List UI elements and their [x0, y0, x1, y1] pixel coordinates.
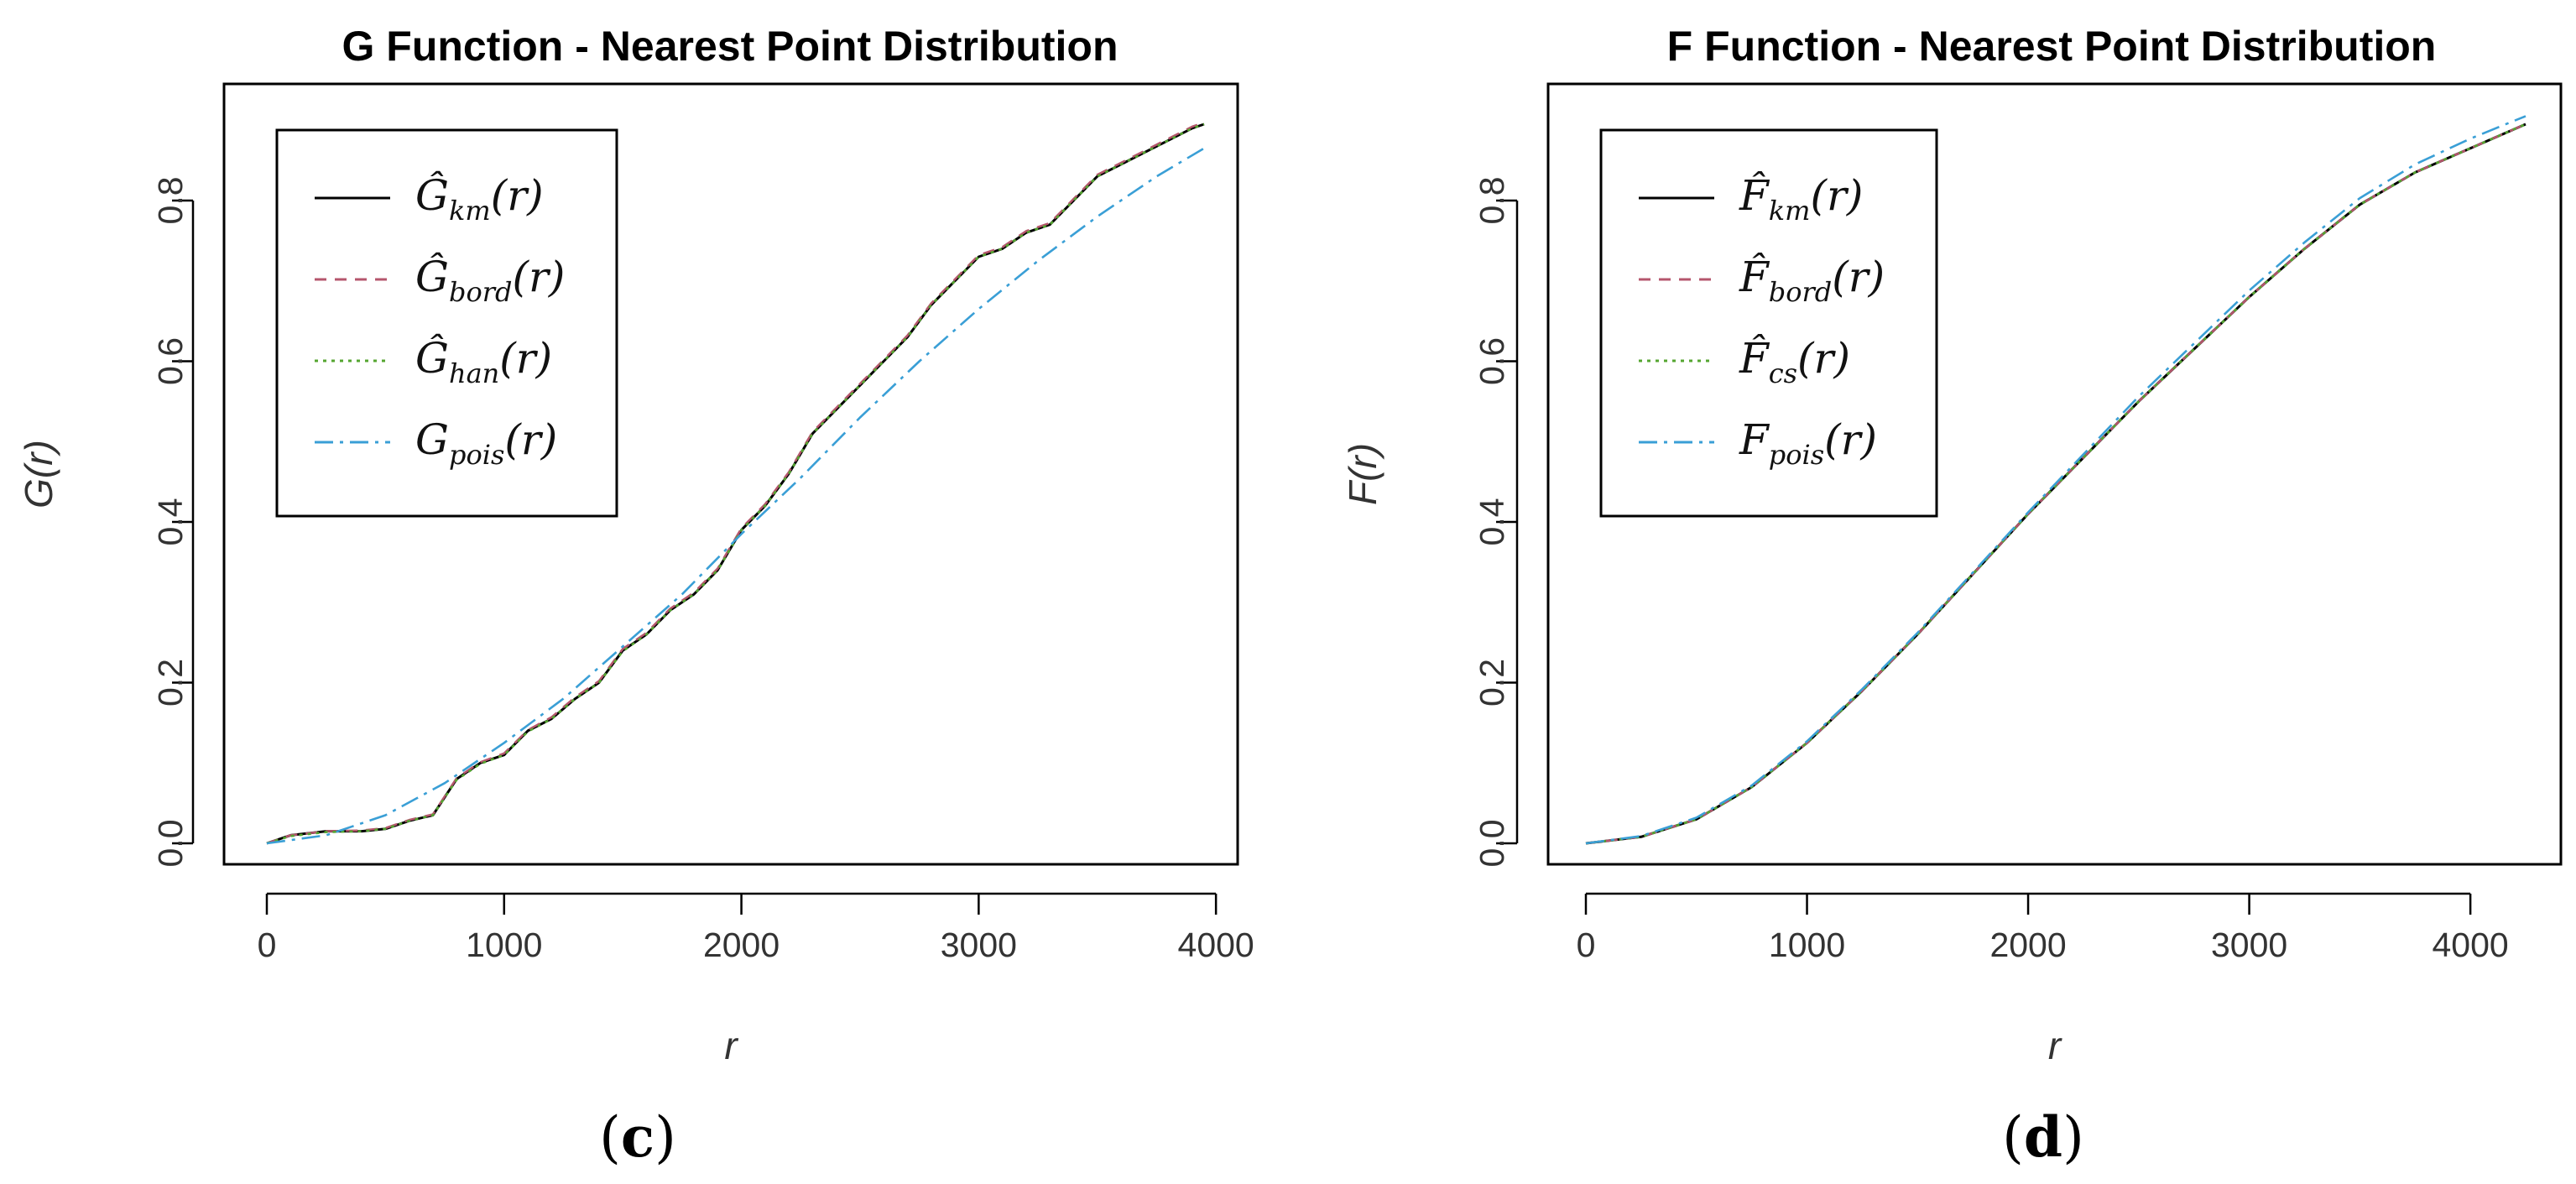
x-axis: 0 1000 2000 3000 4000: [1577, 892, 2509, 964]
y-tick-label: 0.4: [1473, 498, 1511, 545]
y-tick-label: 0.8: [1473, 176, 1511, 224]
legend-entry-bord: Ĝbord(r): [415, 252, 565, 308]
legend-entry-pois: Fpois(r): [1739, 415, 1877, 471]
legend-entry-symbol: Ĝ: [415, 170, 449, 220]
series-line-pois: [1585, 115, 2526, 845]
legend-entry-pois: Gpois(r): [415, 415, 557, 471]
legend-entry-subscript: pois: [1769, 439, 1824, 471]
legend-entry-argument: (r): [1824, 415, 1877, 464]
panel-g-function: G Function - Nearest Point Distribution 0…: [17, 23, 1254, 1170]
y-axis: 0.0 0.2 0.4 0.6 0.8: [151, 176, 195, 868]
x-axis-label: r: [2048, 1024, 2062, 1067]
y-tick-label: 0.4: [151, 498, 190, 545]
y-tick-label: 0.6: [151, 337, 190, 385]
legend-entry-subscript: pois: [449, 439, 504, 471]
x-tick-label: 3000: [941, 926, 1017, 964]
panel-caption: (c): [599, 1104, 676, 1170]
legend-entry-symbol: G: [415, 415, 449, 464]
caption-close: ): [2062, 1105, 2084, 1170]
y-tick-label: 0.0: [1473, 820, 1511, 868]
legend-entry-argument: (r): [1810, 171, 1863, 220]
x-tick-label: 2000: [1989, 926, 2066, 964]
series-line-pois: [266, 147, 1205, 845]
y-tick-label: 0.2: [151, 659, 190, 707]
y-axis: 0.0 0.2 0.4 0.6 0.8: [1473, 176, 1519, 868]
caption-letter: d: [2024, 1104, 2062, 1170]
legend-entry-subscript: han: [449, 357, 499, 389]
y-tick-label: 0.8: [151, 176, 190, 224]
legend-entry-argument: (r): [499, 334, 552, 383]
legend-entry-han: Ĝhan(r): [415, 333, 552, 389]
chart-title: F Function - Nearest Point Distribution: [1667, 23, 2437, 70]
legend-entry-cs: F̂cs(r): [1739, 333, 1850, 389]
legend: F̂km(r)F̂bord(r)F̂cs(r)Fpois(r): [1599, 128, 1938, 518]
y-tick-label: 0.6: [1473, 337, 1511, 385]
panel-f-function: F Function - Nearest Point Distribution 0…: [1341, 23, 2563, 1170]
legend-entry-subscript: cs: [1769, 357, 1797, 389]
x-tick-label: 4000: [1178, 926, 1254, 964]
legend-entry-subscript: km: [449, 195, 491, 227]
legend-entry-argument: (r): [512, 253, 565, 301]
legend-entry-bord: F̂bord(r): [1739, 252, 1885, 308]
y-tick-label: 0.0: [151, 820, 190, 868]
legend-entry-argument: (r): [491, 171, 544, 220]
x-axis: 0 1000 2000 3000 4000: [258, 892, 1254, 964]
caption-open: (: [2002, 1105, 2024, 1170]
legend-box: [275, 128, 618, 518]
legend-entry-symbol: F̂: [1739, 170, 1770, 220]
plot-frame: [1546, 82, 2563, 866]
legend-entry-km: Ĝkm(r): [415, 170, 544, 227]
plot-frame: [222, 82, 1239, 866]
panel-caption: (d): [2002, 1104, 2084, 1170]
x-axis-label: r: [724, 1024, 738, 1067]
x-tick-label: 4000: [2433, 926, 2509, 964]
x-tick-label: 1000: [1769, 926, 1845, 964]
legend-entry-argument: (r): [1797, 334, 1850, 383]
y-axis-label: G(r): [17, 440, 60, 509]
legend-entry-argument: (r): [1832, 253, 1885, 301]
legend-entry-symbol: F̂: [1739, 252, 1770, 301]
x-tick-label: 1000: [466, 926, 542, 964]
legend: Ĝkm(r)Ĝbord(r)Ĝhan(r)Gpois(r): [275, 128, 618, 518]
legend-entry-subscript: bord: [449, 276, 513, 308]
x-tick-label: 0: [258, 926, 277, 964]
y-axis-label: F(r): [1341, 443, 1384, 505]
legend-entry-argument: (r): [504, 415, 557, 464]
legend-entry-subscript: km: [1769, 195, 1811, 227]
y-tick-label: 0.2: [1473, 659, 1511, 707]
legend-box: [1599, 128, 1938, 518]
legend-entry-symbol: F: [1739, 415, 1770, 464]
x-tick-label: 2000: [703, 926, 780, 964]
series-line-han: [266, 123, 1205, 845]
caption-letter: c: [621, 1104, 654, 1170]
series-line-cs: [1585, 123, 2526, 845]
caption-open: (: [599, 1105, 621, 1170]
legend-entry-subscript: bord: [1769, 276, 1833, 308]
legend-entry-symbol: Ĝ: [415, 252, 449, 301]
x-tick-label: 0: [1577, 926, 1596, 964]
legend-entry-symbol: Ĝ: [415, 333, 449, 383]
legend-entry-symbol: F̂: [1739, 333, 1770, 383]
caption-close: ): [654, 1105, 676, 1170]
chart-title: G Function - Nearest Point Distribution: [342, 23, 1119, 70]
x-tick-label: 3000: [2211, 926, 2287, 964]
series-line-bord: [266, 121, 1205, 845]
legend-entry-km: F̂km(r): [1739, 170, 1863, 227]
